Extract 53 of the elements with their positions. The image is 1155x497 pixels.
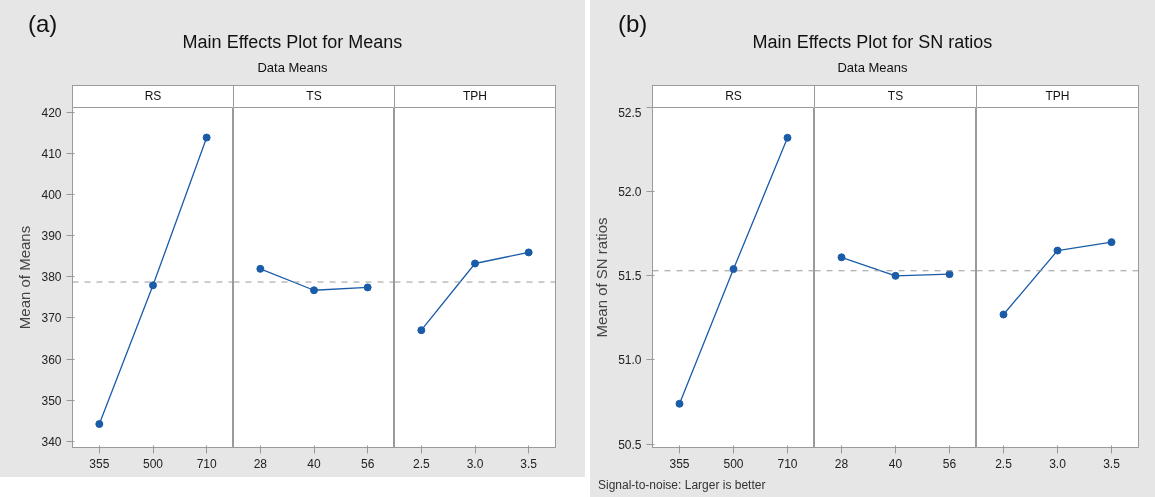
x-tick-label: 28	[253, 456, 268, 471]
text: Main Effects Plot for SN ratios	[752, 32, 993, 52]
text: Main Effects Plot for Means	[182, 32, 403, 52]
y-tick-label: 400	[41, 187, 62, 202]
x-tick-label: 3.5	[1103, 456, 1121, 471]
x-tick-label: 28	[834, 456, 849, 471]
x-tick-label: 40	[888, 456, 903, 471]
y-tick-label: 380	[41, 270, 62, 285]
chart-title: TPH	[976, 85, 1139, 107]
text: Signal-to-noise: Larger is better	[597, 478, 766, 492]
x-tick-label: 355	[669, 456, 690, 471]
chart-title: RS	[652, 85, 815, 107]
chart-title: RS	[72, 85, 234, 107]
point	[729, 265, 738, 274]
point	[95, 420, 104, 429]
x-tick-label: 3.0	[1049, 456, 1067, 471]
x-tick-label: 2.5	[995, 456, 1013, 471]
x-tick-label: 500	[723, 456, 744, 471]
chart-title: TS	[814, 85, 977, 107]
y-tick-label: 390	[41, 229, 62, 244]
point	[149, 281, 157, 290]
y-tick-label: 360	[41, 352, 62, 367]
x-tick-label: 40	[307, 456, 321, 471]
y-tick-label: 410	[41, 146, 62, 161]
chart-title: TPH	[394, 85, 556, 107]
text: Data Means	[256, 60, 329, 75]
y-tick-label: 350	[41, 393, 62, 408]
y-tick-label: 52.0	[618, 185, 642, 200]
y-tick-label: 50.5	[618, 437, 642, 452]
text: (a)	[28, 10, 58, 38]
point	[202, 133, 211, 142]
x-tick-label: 500	[142, 456, 164, 471]
y-tick-label: 340	[41, 434, 62, 449]
y-axis-title: Mean of SN ratios	[593, 217, 611, 338]
y-tick-label: 52.5	[618, 105, 642, 120]
x-tick-label: 355	[89, 456, 110, 471]
y-tick-label: 51.0	[618, 353, 642, 368]
point	[675, 399, 684, 408]
x-tick-label: 56	[360, 456, 375, 471]
y-tick-label: 51.5	[618, 269, 642, 284]
x-tick-label: 3.5	[520, 456, 538, 471]
x-tick-label: 2.5	[412, 456, 430, 471]
text: (b)	[618, 10, 648, 38]
x-tick-label: 56	[942, 456, 957, 471]
y-axis-title: Mean of Means	[16, 225, 34, 330]
y-tick-label: 370	[41, 311, 62, 326]
x-tick-label: 710	[196, 456, 217, 471]
x-tick-label: 710	[777, 456, 798, 471]
text: Data Means	[836, 60, 909, 75]
x-tick-label: 3.0	[466, 456, 484, 471]
point	[783, 133, 792, 142]
chart-title: TS	[233, 85, 395, 107]
y-tick-label: 420	[41, 105, 62, 120]
